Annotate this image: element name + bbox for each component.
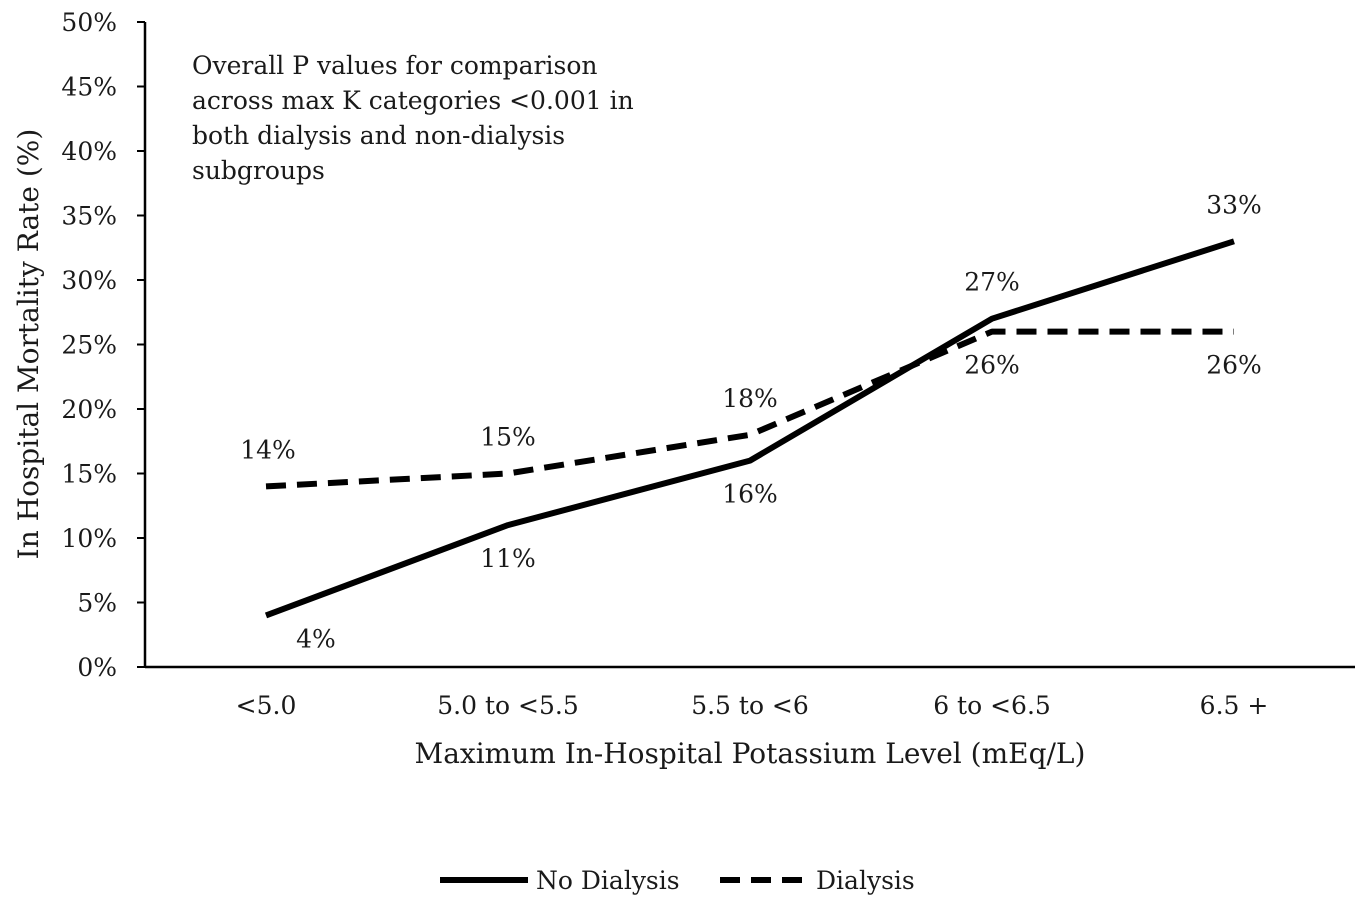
x-tick-label: 5.0 to <5.5 [437,691,578,720]
data-label-dialysis: 18% [722,384,778,413]
y-axis-title: In Hospital Mortality Rate (%) [12,129,45,560]
data-label-no-dialysis: 33% [1206,190,1262,219]
data-label-no-dialysis: 27% [964,268,1020,297]
series-line-dialysis [265,328,1234,490]
y-tick-label: 10% [61,524,117,553]
legend-label-no-dialysis: No Dialysis [536,866,680,895]
y-tick-label: 45% [61,73,117,102]
y-tick-label: 5% [77,589,117,618]
y-tick-label: 15% [61,460,117,489]
data-label-dialysis: 26% [1206,351,1262,380]
data-label-no-dialysis: 4% [296,624,336,653]
data-label-no-dialysis: 11% [480,544,536,573]
y-tick-label: 35% [61,202,117,231]
data-label-dialysis: 26% [964,351,1020,380]
legend-label-dialysis: Dialysis [816,866,915,895]
y-tick-label: 0% [77,653,117,682]
x-tick-label: 5.5 to <6 [691,691,809,720]
annotation-line-3: both dialysis and non-dialysis [192,121,565,150]
y-tick-label: 20% [61,395,117,424]
x-tick-label: <5.0 [236,691,297,720]
annotation-line-1: Overall P values for comparison [192,51,597,80]
data-labels: 4% 11% 16% 27% 33% 14% 15% 18% 26% 26% [240,190,1262,653]
annotation-line-2: across max K categories <0.001 in [192,86,634,115]
y-tick-label: 30% [61,266,117,295]
annotation-line-4: subgroups [192,156,325,185]
y-axis-ticks: 0% 5% 10% 15% 20% 25% 30% 35% 40% 45% 50% [61,8,145,682]
x-axis-title: Maximum In-Hospital Potassium Level (mEq… [415,737,1086,770]
y-tick-label: 25% [61,331,117,360]
data-label-no-dialysis: 16% [722,480,778,509]
series-line-no-dialysis [264,238,1235,619]
data-label-dialysis: 15% [480,423,536,452]
data-label-dialysis: 14% [240,435,296,464]
y-tick-label: 50% [61,8,117,37]
x-axis-ticks: <5.0 5.0 to <5.5 5.5 to <6 6 to <6.5 6.5 + [236,691,1269,720]
x-tick-label: 6.5 + [1200,691,1269,720]
x-tick-label: 6 to <6.5 [933,691,1051,720]
p-value-annotation: Overall P values for comparison across m… [192,51,642,185]
series-layer [264,238,1235,619]
y-tick-label: 40% [61,137,117,166]
legend: No Dialysis Dialysis [440,866,915,895]
